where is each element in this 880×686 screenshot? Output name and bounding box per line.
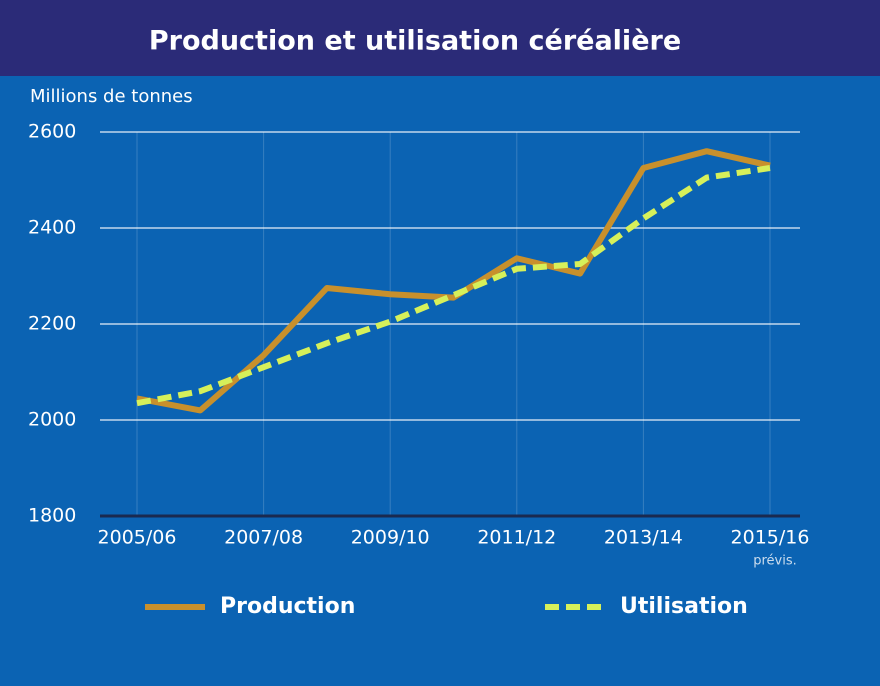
- x-tick-label: 2007/08: [224, 527, 303, 549]
- y-tick-label: 1800: [28, 505, 76, 527]
- x-tick-label: 2011/12: [477, 527, 556, 549]
- legend-label: Production: [220, 594, 355, 619]
- chart-title: Production et utilisation céréalière: [149, 26, 681, 57]
- x-tick-label: 2013/14: [604, 527, 683, 549]
- y-tick-label: 2600: [28, 121, 76, 143]
- legend-label: Utilisation: [620, 594, 748, 619]
- x-tick-label: 2009/10: [351, 527, 430, 549]
- y-tick-label: 2200: [28, 313, 76, 335]
- x-tick-label: 2015/16: [731, 527, 810, 549]
- y-axis-label: Millions de tonnes: [30, 86, 193, 107]
- title-bar: [0, 0, 880, 76]
- y-tick-label: 2000: [28, 409, 76, 431]
- x-note: prévis.: [753, 554, 797, 569]
- x-tick-label: 2005/06: [98, 527, 177, 549]
- series-line: [136, 165, 771, 407]
- y-tick-label: 2400: [28, 217, 76, 239]
